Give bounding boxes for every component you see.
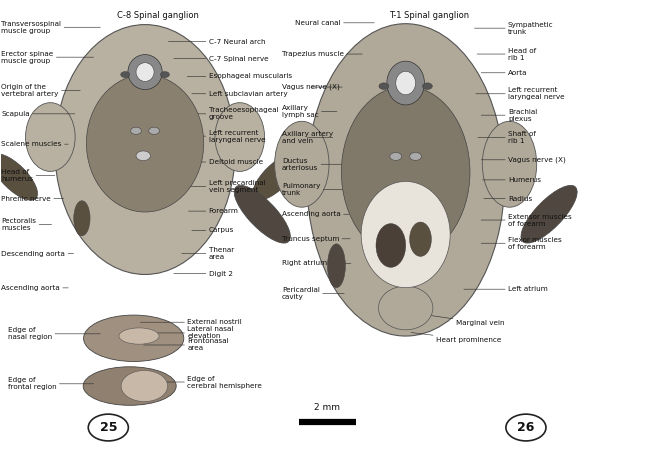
Text: Phrenic nerve: Phrenic nerve [1, 196, 64, 202]
Text: Thenar
area: Thenar area [182, 247, 234, 260]
Text: External nostril: External nostril [140, 319, 242, 325]
Ellipse shape [84, 315, 184, 361]
Text: Head of
rib 1: Head of rib 1 [477, 48, 536, 61]
Text: Carpus: Carpus [192, 227, 234, 233]
Text: Ductus
arteriosus: Ductus arteriosus [282, 158, 342, 171]
Text: Shaft of
rib 1: Shaft of rib 1 [478, 131, 535, 144]
Text: Axillary
lymph sac: Axillary lymph sac [282, 105, 337, 118]
Ellipse shape [274, 121, 329, 207]
Text: 26: 26 [517, 421, 535, 434]
Text: C-7 Spinal nerve: C-7 Spinal nerve [174, 56, 268, 62]
Circle shape [379, 83, 389, 89]
Text: Digit 2: Digit 2 [174, 271, 233, 277]
Ellipse shape [25, 103, 75, 172]
Text: Pectoralis
muscles: Pectoralis muscles [1, 218, 52, 231]
Ellipse shape [482, 121, 537, 207]
Ellipse shape [307, 24, 505, 336]
Text: Humerus: Humerus [482, 177, 541, 183]
Circle shape [149, 127, 160, 134]
Circle shape [160, 71, 169, 78]
Ellipse shape [55, 25, 236, 274]
Text: Heart prominence: Heart prominence [411, 333, 501, 343]
Ellipse shape [119, 328, 159, 344]
Text: Radius: Radius [484, 196, 532, 202]
Ellipse shape [378, 286, 433, 330]
Ellipse shape [376, 224, 406, 267]
Text: Esophageal muscularis: Esophageal muscularis [187, 73, 292, 79]
Text: Marginal vein: Marginal vein [427, 315, 505, 326]
Text: C-8 Spinal ganglion: C-8 Spinal ganglion [117, 11, 199, 20]
Circle shape [136, 151, 150, 161]
Circle shape [131, 127, 142, 134]
Ellipse shape [128, 55, 162, 89]
Text: Left recurrent
laryngeal nerve: Left recurrent laryngeal nerve [180, 130, 265, 143]
Text: Vagus nerve (X): Vagus nerve (X) [481, 157, 566, 163]
Circle shape [396, 182, 411, 193]
Ellipse shape [74, 201, 90, 236]
Ellipse shape [342, 86, 470, 258]
Ellipse shape [83, 367, 176, 405]
Text: Lateral nasal
elevation: Lateral nasal elevation [144, 326, 234, 339]
Text: Trapezius muscle: Trapezius muscle [282, 51, 362, 57]
Ellipse shape [136, 63, 154, 81]
Ellipse shape [521, 185, 577, 243]
Text: Aorta: Aorta [481, 70, 527, 76]
Text: C-7 Neural arch: C-7 Neural arch [168, 39, 265, 44]
Text: Left subclavian artery: Left subclavian artery [192, 91, 287, 97]
Circle shape [121, 370, 168, 401]
Text: Truncus septum: Truncus septum [282, 236, 350, 242]
Text: Ascending aorta: Ascending aorta [1, 285, 68, 291]
Text: Flexor muscles
of forearm: Flexor muscles of forearm [481, 237, 562, 250]
Circle shape [409, 153, 421, 160]
Text: Ascending aorta: Ascending aorta [282, 211, 349, 217]
Text: Neural canal: Neural canal [295, 20, 374, 26]
Text: Head of
humerus: Head of humerus [1, 169, 55, 182]
Ellipse shape [215, 103, 264, 172]
Text: Vagus nerve (X): Vagus nerve (X) [282, 84, 342, 90]
Text: Scapula: Scapula [1, 111, 75, 117]
Ellipse shape [252, 154, 299, 200]
Ellipse shape [327, 244, 346, 288]
Text: Edge of
cerebral hemisphere: Edge of cerebral hemisphere [140, 375, 262, 388]
Text: Left recurrent
laryngeal nerve: Left recurrent laryngeal nerve [476, 87, 564, 100]
Text: Extensor muscles
of forearm: Extensor muscles of forearm [481, 214, 572, 227]
Text: Frontonasal
area: Frontonasal area [144, 339, 229, 352]
Circle shape [390, 153, 402, 160]
Text: Axillary artery
and vein: Axillary artery and vein [282, 131, 333, 144]
Text: Erector spinae
muscle group: Erector spinae muscle group [1, 51, 93, 64]
Text: Pericardial
cavity: Pericardial cavity [282, 287, 344, 300]
Ellipse shape [234, 185, 291, 243]
Text: Left precardinal
vein segment: Left precardinal vein segment [183, 180, 265, 193]
Text: T-1 Spinal ganglion: T-1 Spinal ganglion [389, 11, 469, 20]
Text: Descending aorta: Descending aorta [1, 251, 74, 256]
Ellipse shape [361, 181, 450, 288]
Text: Pulmonary
trunk: Pulmonary trunk [282, 183, 346, 196]
Ellipse shape [409, 222, 431, 256]
Circle shape [423, 83, 432, 89]
Text: Origin of the
vertebral artery: Origin of the vertebral artery [1, 84, 81, 97]
Text: Edge of
frontal region: Edge of frontal region [8, 377, 93, 390]
Ellipse shape [87, 75, 204, 212]
Text: Scalene muscles: Scalene muscles [1, 141, 68, 147]
Text: 2 mm: 2 mm [314, 403, 340, 412]
Text: Transversospinal
muscle group: Transversospinal muscle group [1, 21, 100, 34]
Ellipse shape [396, 71, 415, 95]
Text: Right atrium: Right atrium [282, 260, 351, 266]
Text: 25: 25 [99, 421, 117, 434]
Text: Sympathetic
trunk: Sympathetic trunk [474, 22, 554, 35]
Ellipse shape [0, 154, 38, 200]
Text: Left atrium: Left atrium [464, 286, 548, 292]
Text: Tracheoesophageal
groove: Tracheoesophageal groove [183, 107, 278, 120]
Text: Forearm: Forearm [189, 208, 238, 214]
Text: Brachial
plexus: Brachial plexus [481, 109, 537, 122]
Text: Edge of
nasal region: Edge of nasal region [8, 327, 100, 340]
Text: Deltoid muscle: Deltoid muscle [192, 159, 262, 165]
Ellipse shape [387, 61, 425, 105]
Circle shape [121, 71, 130, 78]
